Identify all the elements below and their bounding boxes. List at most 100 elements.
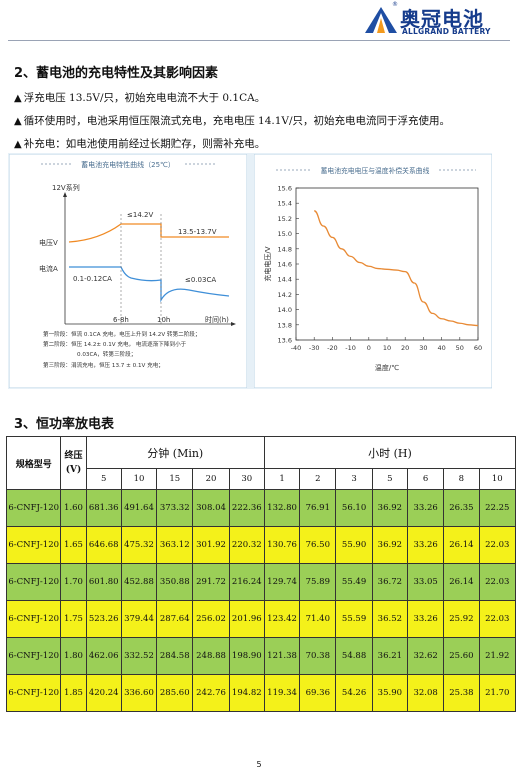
table-cell: 71.40 bbox=[299, 600, 337, 638]
table-cell: 129.74 bbox=[263, 563, 301, 601]
table-cell: 1.60 bbox=[60, 489, 87, 527]
paragraph-line-2: ▲ 循环使用时，电池采用恒压限流式充电，充电电压 14.1V/只，初始充电电流同于… bbox=[14, 113, 450, 128]
y-tick-label: 15.6 bbox=[278, 185, 292, 193]
subheader-cell: 5 bbox=[371, 468, 408, 490]
table-cell: 6-CNFJ-120 bbox=[5, 563, 62, 601]
subheader-cell: 15 bbox=[156, 468, 194, 490]
voltage-label: 电压V bbox=[39, 238, 58, 247]
table-cell: 491.64 bbox=[120, 489, 158, 527]
table-cell: 121.38 bbox=[263, 637, 301, 675]
table-cell: 452.88 bbox=[120, 563, 158, 601]
subheader-cell: 10 bbox=[120, 468, 158, 490]
subheader-cell: 5 bbox=[85, 468, 122, 490]
right-chart-title: 蓄电池充电电压与温度补偿关系曲线 bbox=[321, 166, 430, 175]
table-cell: 1.85 bbox=[60, 674, 87, 712]
header-voltage: 终压(V) bbox=[60, 436, 87, 490]
table-cell: 201.96 bbox=[228, 600, 265, 638]
bullet-triangle: ▲ bbox=[14, 93, 22, 104]
table-row: 6-CNFJ-120 1.85 420.24 336.60 285.60 242.76 19… bbox=[5, 674, 517, 712]
y-axis-label: 充电电压/V bbox=[263, 246, 272, 281]
table-cell: 55.49 bbox=[335, 563, 373, 601]
temperature-compensation-chart: 蓄电池充电电压与温度补偿关系曲线 充电电压/V 温度/℃ -40 -30 -20 -1… bbox=[254, 154, 492, 388]
x-axis-arrow-icon bbox=[231, 322, 236, 326]
y-tick-label: 14.4 bbox=[278, 276, 292, 284]
table-cell: 194.82 bbox=[228, 674, 265, 712]
table-cell: 1.70 bbox=[60, 563, 87, 601]
table-cell: 601.80 bbox=[85, 563, 122, 601]
table-cell: 26.35 bbox=[443, 489, 480, 527]
x-tick-label: -40 bbox=[291, 344, 302, 352]
annot-float-range: 13.5-13.7V bbox=[178, 228, 217, 236]
table-cell: 220.32 bbox=[228, 526, 265, 564]
table-cell: 216.24 bbox=[228, 563, 265, 601]
subheader-cell: 2 bbox=[299, 468, 337, 490]
paragraph-text: 浮充电压 13.5V/只，初始充电电流不大于 0.1CA。 bbox=[23, 92, 266, 104]
table-cell: 33.26 bbox=[406, 600, 445, 638]
x-tick-label: 10 bbox=[383, 344, 391, 352]
table-cell: 36.72 bbox=[371, 563, 408, 601]
table-cell: 6-CNFJ-120 bbox=[5, 600, 62, 638]
table-cell: 242.76 bbox=[192, 674, 230, 712]
header-minutes: 分钟 (Min) bbox=[85, 436, 265, 469]
table-cell: 21.92 bbox=[478, 637, 517, 675]
stage-note-3: 第三阶段：涓流充电，恒压 13.7 ± 0.1V 充电； bbox=[43, 361, 164, 369]
y-tick-label: 14.0 bbox=[278, 306, 292, 314]
table-cell: 646.68 bbox=[85, 526, 122, 564]
x-tick-label: 50 bbox=[456, 344, 464, 352]
y-tick-label: 15.0 bbox=[278, 230, 292, 238]
table-cell: 119.34 bbox=[263, 674, 301, 712]
registered-mark: ® bbox=[392, 1, 398, 8]
table-cell: 130.76 bbox=[263, 526, 301, 564]
series-label: 12V系列 bbox=[52, 183, 80, 192]
table-row: 6-CNFJ-120 1.80 462.06 332.52 284.58 248.88 19… bbox=[5, 637, 517, 675]
table-cell: 56.10 bbox=[335, 489, 373, 527]
table-cell: 33.05 bbox=[406, 563, 445, 601]
table-cell: 248.88 bbox=[192, 637, 230, 675]
table-cell: 256.02 bbox=[192, 600, 230, 638]
table-cell: 1.65 bbox=[60, 526, 87, 564]
table-cell: 25.92 bbox=[443, 600, 480, 638]
annot-le-14-2: ≤14.2V bbox=[127, 211, 153, 219]
table-cell: 33.26 bbox=[406, 526, 445, 564]
section-2-title: 2、蓄电池的充电特性及其影响因素 bbox=[14, 66, 219, 81]
table-cell: 76.50 bbox=[299, 526, 337, 564]
table-cell: 681.36 bbox=[85, 489, 122, 527]
table-cell: 26.14 bbox=[443, 563, 480, 601]
paragraph-line-3: ▲ 补充电：如电池使用前经过长期贮存，则需补充电。 bbox=[14, 136, 265, 151]
table-row: 6-CNFJ-120 1.60 681.36 491.64 373.32 308.04 22… bbox=[5, 489, 517, 527]
header-hours: 小时 (H) bbox=[263, 436, 517, 469]
y-tick-label: 15.2 bbox=[278, 215, 292, 223]
table-cell: 70.38 bbox=[299, 637, 337, 675]
table-cell: 36.52 bbox=[371, 600, 408, 638]
table-cell: 308.04 bbox=[192, 489, 230, 527]
subheader-cell: 10 bbox=[478, 468, 517, 490]
x-tick-label: 40 bbox=[437, 344, 445, 352]
bullet-triangle: ▲ bbox=[14, 116, 22, 127]
subheader-cell: 1 bbox=[263, 468, 301, 490]
page-number: 5 bbox=[256, 760, 262, 769]
table-cell: 6-CNFJ-120 bbox=[5, 526, 62, 564]
table-cell: 336.60 bbox=[120, 674, 158, 712]
subheader-cell: 8 bbox=[443, 468, 480, 490]
table-cell: 6-CNFJ-120 bbox=[5, 489, 62, 527]
y-tick-label: 14.8 bbox=[278, 245, 292, 253]
table-cell: 54.26 bbox=[335, 674, 373, 712]
table-cell: 123.42 bbox=[263, 600, 301, 638]
x-tick-label: 0 bbox=[367, 344, 371, 352]
table-cell: 36.92 bbox=[371, 526, 408, 564]
table-cell: 22.03 bbox=[478, 600, 517, 638]
table-cell: 373.32 bbox=[156, 489, 194, 527]
table-cell: 198.90 bbox=[228, 637, 265, 675]
table-cell: 32.62 bbox=[406, 637, 445, 675]
table-cell: 363.12 bbox=[156, 526, 194, 564]
table-cell: 6-CNFJ-120 bbox=[5, 637, 62, 675]
header-divider bbox=[8, 40, 510, 41]
stage-note-2: 第二阶段：恒压 14.2± 0.1V 充电， 电流逐渐下降到小于 bbox=[43, 340, 187, 348]
table-cell: 33.26 bbox=[406, 489, 445, 527]
tick-6-8h: 6-8h bbox=[113, 316, 129, 324]
table-cell: 22.03 bbox=[478, 526, 517, 564]
table-cell: 287.64 bbox=[156, 600, 194, 638]
table-cell: 21.70 bbox=[478, 674, 517, 712]
paragraph-line-1: ▲ 浮充电压 13.5V/只，初始充电电流不大于 0.1CA。 bbox=[14, 90, 265, 105]
annot-current-range: 0.1-0.12CA bbox=[73, 275, 112, 283]
